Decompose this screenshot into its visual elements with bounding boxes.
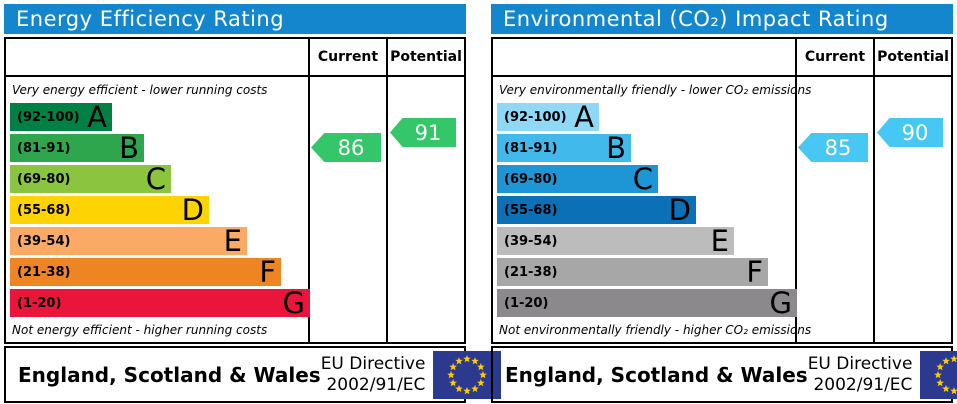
current-value-cell: 85 xyxy=(797,77,875,342)
eu-directive-line1: EU Directive xyxy=(320,354,426,375)
bands-area: Very energy efficient - lower running co… xyxy=(6,77,310,342)
band-c: (69-80) C xyxy=(497,162,658,196)
eu-directive-line2: 2002/91/EC xyxy=(326,374,426,395)
panel-title: Energy Efficiency Rating xyxy=(4,4,466,34)
band-range: (92-100) xyxy=(17,109,80,125)
energy-efficiency-panel: Energy Efficiency Rating Current Potenti… xyxy=(4,4,502,403)
band-e: (39-54) E xyxy=(497,224,734,258)
potential-column-header: Potential xyxy=(877,49,949,65)
rating-table: Current Potential Very environmentally f… xyxy=(491,37,953,344)
region-label: England, Scotland & Wales xyxy=(505,362,808,387)
current-rating-arrow: 85 xyxy=(798,133,868,162)
eu-flag-icon xyxy=(920,350,957,399)
band-letter: G xyxy=(769,286,792,320)
band-b: (81-91) B xyxy=(497,131,631,165)
band-range: (21-38) xyxy=(504,264,558,280)
band-range: (1-20) xyxy=(17,295,62,311)
band-g: (1-20) G xyxy=(10,286,310,320)
band-letter: C xyxy=(145,162,166,196)
bottom-note: Not energy efficient - higher running co… xyxy=(12,323,268,337)
band-c: (69-80) C xyxy=(10,162,171,196)
panel-title: Environmental (CO₂) Impact Rating xyxy=(491,4,953,34)
band-range: (69-80) xyxy=(504,171,558,187)
band-e: (39-54) E xyxy=(10,224,247,258)
band-d: (55-68) D xyxy=(497,193,696,227)
band-range: (39-54) xyxy=(504,233,558,249)
eu-directive-line2: 2002/91/EC xyxy=(813,374,913,395)
top-note: Very environmentally friendly - lower CO… xyxy=(499,83,812,97)
band-letter: D xyxy=(668,193,691,227)
band-letter: F xyxy=(259,255,276,289)
band-letter: E xyxy=(710,224,729,258)
rating-table: Current Potential Very energy efficient … xyxy=(4,37,466,344)
panel-footer: England, Scotland & Wales EU Directive 2… xyxy=(491,346,957,403)
region-label: England, Scotland & Wales xyxy=(18,362,321,387)
eu-flag-icon xyxy=(433,350,502,399)
band-range: (21-38) xyxy=(17,264,71,280)
top-note: Very energy efficient - lower running co… xyxy=(12,83,268,97)
band-range: (81-91) xyxy=(504,140,558,156)
band-range: (81-91) xyxy=(17,140,71,156)
eu-directive-label: EU Directive 2002/91/EC xyxy=(808,354,913,395)
environmental-impact-panel: Environmental (CO₂) Impact Rating Curren… xyxy=(491,4,957,403)
band-range: (1-20) xyxy=(504,295,549,311)
band-range: (92-100) xyxy=(504,109,567,125)
band-range: (55-68) xyxy=(17,202,71,218)
current-value-cell: 86 xyxy=(310,77,388,342)
column-header-row: Current Potential xyxy=(6,39,464,77)
band-range: (39-54) xyxy=(17,233,71,249)
band-a: (92-100) A xyxy=(10,100,112,134)
potential-value-cell: 91 xyxy=(388,77,464,342)
band-letter: E xyxy=(223,224,242,258)
band-range: (55-68) xyxy=(504,202,558,218)
panel-footer: England, Scotland & Wales EU Directive 2… xyxy=(4,346,502,403)
band-range: (69-80) xyxy=(17,171,71,187)
header-spacer xyxy=(6,39,310,75)
potential-column-header: Potential xyxy=(390,49,462,65)
band-a: (92-100) A xyxy=(497,100,599,134)
band-g: (1-20) G xyxy=(497,286,797,320)
current-column-header: Current xyxy=(797,39,875,75)
band-letter: D xyxy=(181,193,204,227)
band-letter: A xyxy=(87,100,107,134)
chart-row: Very energy efficient - lower running co… xyxy=(6,77,464,342)
column-header-row: Current Potential xyxy=(493,39,951,77)
potential-rating-arrow: 90 xyxy=(877,118,943,147)
bands-area: Very environmentally friendly - lower CO… xyxy=(493,77,812,342)
eu-directive-label: EU Directive 2002/91/EC xyxy=(321,354,426,395)
band-letter: F xyxy=(746,255,763,289)
eu-directive-line1: EU Directive xyxy=(807,354,913,375)
band-f: (21-38) F xyxy=(10,255,281,289)
current-column-header: Current xyxy=(310,39,388,75)
band-letter: B xyxy=(119,131,139,165)
bottom-note: Not environmentally friendly - higher CO… xyxy=(499,323,812,337)
band-d: (55-68) D xyxy=(10,193,209,227)
header-spacer xyxy=(493,39,797,75)
band-f: (21-38) F xyxy=(497,255,768,289)
band-b: (81-91) B xyxy=(10,131,144,165)
band-letter: B xyxy=(606,131,626,165)
band-letter: C xyxy=(632,162,653,196)
band-letter: G xyxy=(282,286,305,320)
potential-value-cell: 90 xyxy=(875,77,951,342)
potential-rating-arrow: 91 xyxy=(390,118,456,147)
chart-row: Very environmentally friendly - lower CO… xyxy=(493,77,951,342)
band-letter: A xyxy=(574,100,594,134)
current-rating-arrow: 86 xyxy=(311,133,381,162)
